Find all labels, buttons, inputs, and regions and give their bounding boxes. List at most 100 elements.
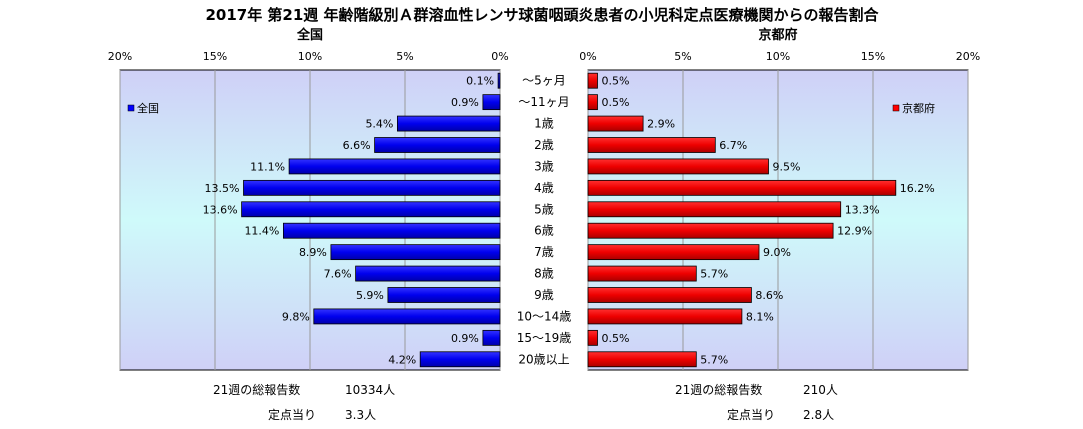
national-bar bbox=[282, 222, 501, 239]
national-total-value: 10334人 bbox=[345, 383, 395, 397]
left-x-axis-ticks: 20% 15% 10% 5% 0% bbox=[108, 50, 509, 63]
national-data-label: 4.2% bbox=[388, 353, 416, 366]
kyoto-bar bbox=[587, 287, 752, 303]
kyoto-bar bbox=[587, 308, 743, 325]
right-legend: 京都府 bbox=[892, 101, 935, 115]
national-bar bbox=[243, 179, 501, 196]
kyoto-data-label: 9.5% bbox=[773, 160, 801, 173]
kyoto-data-label: 8.1% bbox=[746, 310, 774, 323]
legend-label-kyoto: 京都府 bbox=[902, 101, 935, 115]
kyoto-bar bbox=[587, 72, 598, 89]
kyoto-data-label: 8.6% bbox=[755, 289, 783, 302]
category-label: 1歳 bbox=[534, 117, 554, 131]
national-bar bbox=[355, 265, 501, 282]
kyoto-bar bbox=[587, 179, 897, 196]
national-data-label: 9.8% bbox=[282, 310, 310, 323]
national-per-value: 3.3人 bbox=[345, 408, 376, 422]
kyoto-data-label: 5.7% bbox=[700, 268, 728, 281]
x-tick-label: 5% bbox=[674, 50, 691, 63]
national-bar bbox=[330, 244, 501, 261]
national-per-label: 定点当り bbox=[268, 407, 316, 422]
kyoto-data-label: 0.5% bbox=[602, 96, 630, 109]
legend-swatch-kyoto bbox=[892, 104, 900, 112]
kyoto-data-label: 5.7% bbox=[700, 353, 728, 366]
category-label: 8歳 bbox=[534, 267, 554, 281]
category-label: 15～19歳 bbox=[517, 331, 572, 345]
national-data-label: 6.6% bbox=[343, 139, 371, 152]
chart-title: 2017年 第21週 年齢階級別Ａ群溶血性レンサ球菌咽頭炎患者の小児科定点医療機… bbox=[205, 6, 879, 24]
left-legend: 全国 bbox=[127, 101, 159, 115]
x-tick-label: 5% bbox=[396, 50, 413, 63]
national-bar bbox=[482, 329, 501, 346]
national-data-label: 7.6% bbox=[324, 268, 352, 281]
kyoto-bars: 0.5% 0.5% 2.9% 6.7% 9.5% 16.2% 13.3% 12.9% 9.0% 5… bbox=[587, 72, 935, 368]
x-tick-label: 20% bbox=[108, 50, 132, 63]
kyoto-bar bbox=[587, 137, 716, 153]
kyoto-data-label: 0.5% bbox=[602, 75, 630, 88]
kyoto-bar bbox=[587, 158, 769, 175]
national-bar bbox=[374, 137, 501, 153]
right-panel-subtitle: 京都府 bbox=[758, 27, 797, 43]
kyoto-data-label: 9.0% bbox=[763, 246, 791, 259]
legend-swatch-national bbox=[127, 104, 135, 112]
kyoto-summary: 21週の総報告数 210人 定点当り 2.8人 bbox=[675, 382, 838, 422]
kyoto-bar bbox=[587, 244, 760, 261]
category-label: 20歳以上 bbox=[518, 352, 569, 366]
kyoto-bar bbox=[587, 115, 644, 132]
kyoto-data-label: 6.7% bbox=[719, 139, 747, 152]
kyoto-data-label: 16.2% bbox=[900, 182, 935, 195]
x-tick-label: 15% bbox=[203, 50, 227, 63]
category-label: 6歳 bbox=[534, 224, 554, 238]
category-label: 3歳 bbox=[534, 159, 554, 173]
x-tick-label: 10% bbox=[298, 50, 322, 63]
x-tick-label: 10% bbox=[766, 50, 790, 63]
kyoto-total-label: 21週の総報告数 bbox=[675, 382, 762, 397]
kyoto-bar bbox=[587, 94, 598, 111]
national-data-label: 5.4% bbox=[365, 118, 393, 131]
category-label: 10～14歳 bbox=[517, 309, 572, 323]
kyoto-bar bbox=[587, 201, 842, 218]
kyoto-per-value: 2.8人 bbox=[803, 408, 834, 422]
kyoto-bar bbox=[587, 329, 598, 346]
national-data-label: 11.4% bbox=[244, 225, 279, 238]
x-tick-label: 15% bbox=[861, 50, 885, 63]
kyoto-bar bbox=[587, 222, 834, 239]
national-summary: 21週の総報告数 10334人 定点当り 3.3人 bbox=[213, 382, 395, 422]
national-bar bbox=[482, 94, 501, 111]
national-bar bbox=[497, 72, 501, 89]
national-data-label: 0.1% bbox=[466, 75, 494, 88]
national-data-label: 0.9% bbox=[451, 332, 479, 345]
right-x-axis-ticks: 0% 5% 10% 15% 20% bbox=[579, 50, 980, 63]
category-label: 2歳 bbox=[534, 138, 554, 152]
category-label: 4歳 bbox=[534, 181, 554, 195]
kyoto-data-label: 2.9% bbox=[647, 118, 675, 131]
kyoto-data-label: 0.5% bbox=[602, 332, 630, 345]
national-bar bbox=[387, 287, 501, 303]
left-panel-subtitle: 全国 bbox=[296, 27, 323, 43]
category-label: 5歳 bbox=[534, 202, 554, 216]
kyoto-total-value: 210人 bbox=[803, 383, 838, 397]
national-data-label: 8.9% bbox=[299, 246, 327, 259]
category-label: ～11ヶ月 bbox=[518, 95, 569, 109]
kyoto-per-label: 定点当り bbox=[727, 407, 775, 422]
category-label: ～5ヶ月 bbox=[522, 74, 566, 88]
national-bars: 0.1% 0.9% 5.4% 6.6% 11.1% 13.5% 13.6% 11.4% 8.9%… bbox=[203, 72, 501, 368]
national-bar bbox=[396, 115, 501, 132]
category-label: 7歳 bbox=[534, 245, 554, 259]
national-bar bbox=[419, 351, 501, 368]
national-data-label: 5.9% bbox=[356, 289, 384, 302]
national-data-label: 13.5% bbox=[205, 182, 240, 195]
national-data-label: 0.9% bbox=[451, 96, 479, 109]
kyoto-bar bbox=[587, 265, 697, 282]
kyoto-bar bbox=[587, 351, 697, 368]
x-tick-label: 20% bbox=[956, 50, 980, 63]
national-bar bbox=[313, 308, 501, 325]
national-data-label: 11.1% bbox=[250, 160, 285, 173]
category-label: 9歳 bbox=[534, 288, 554, 302]
legend-label-national: 全国 bbox=[137, 101, 159, 115]
national-bar bbox=[241, 201, 501, 218]
category-labels: ～5ヶ月 ～11ヶ月 1歳 2歳 3歳 4歳 5歳 6歳 7歳 8歳 9歳 10～14歳 15～19歳 2… bbox=[517, 74, 572, 367]
x-tick-label: 0% bbox=[491, 50, 508, 63]
